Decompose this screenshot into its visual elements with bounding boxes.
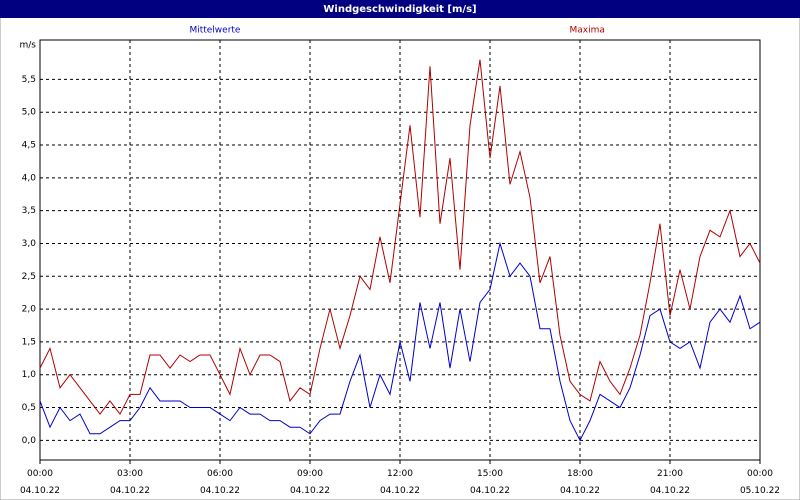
y-tick-label: 1,0 <box>22 370 37 380</box>
x-tick-label: 12:00 04.10.22 <box>379 469 421 496</box>
y-tick-label: 0,5 <box>22 403 36 413</box>
legend-label: Mittelwerte <box>189 26 240 36</box>
y-tick-label: 4,5 <box>22 141 36 151</box>
data-line <box>39 59 761 415</box>
x-tick-label: 06:00 04.10.22 <box>199 469 241 496</box>
y-tick-label: 3,5 <box>22 206 36 216</box>
x-tick-label: 03:00 04.10.22 <box>109 469 151 496</box>
y-tick-label: 1,5 <box>22 337 36 347</box>
y-tick-label: 2,0 <box>22 305 37 315</box>
y-tick-label: 0,0 <box>22 436 37 446</box>
x-tick-label: 15:00 04.10.22 <box>469 469 511 496</box>
y-tick-label: 5,0 <box>22 108 37 118</box>
y-axis-label: m/s <box>20 41 37 51</box>
x-tick-label: 00:00 04.10.22 <box>19 469 61 496</box>
x-tick-label: 21:00 04.10.22 <box>649 469 691 496</box>
title-bar <box>0 0 800 18</box>
chart-title: Windgeschwindigkeit [m/s] <box>323 4 476 15</box>
x-tick-label: 18:00 04.10.22 <box>559 469 601 496</box>
y-tick-label: 3,0 <box>22 239 37 249</box>
y-tick-label: 5,5 <box>22 75 36 85</box>
y-tick-label: 4,0 <box>22 173 37 183</box>
legend-label: Maxima <box>570 26 605 36</box>
x-tick-label: 00:00 05.10.22 <box>739 469 781 496</box>
y-tick-label: 2,5 <box>22 272 36 282</box>
data-line <box>39 241 761 442</box>
x-tick-label: 09:00 04.10.22 <box>289 469 331 496</box>
